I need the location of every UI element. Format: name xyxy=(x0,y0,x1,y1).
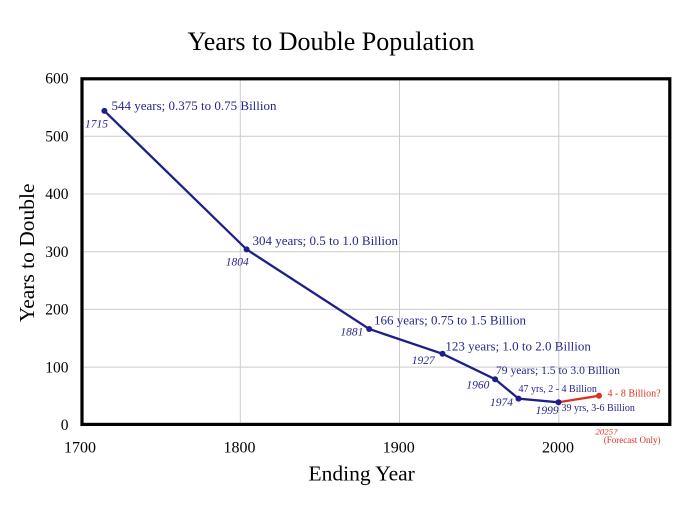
svg-text:1881: 1881 xyxy=(340,327,363,339)
svg-text:2000: 2000 xyxy=(542,440,574,457)
svg-text:0: 0 xyxy=(61,417,69,434)
svg-text:304 years; 0.5 to 1.0 Billion: 304 years; 0.5 to 1.0 Billion xyxy=(253,233,399,248)
svg-text:600: 600 xyxy=(45,71,69,88)
svg-text:Ending Year: Ending Year xyxy=(309,462,415,486)
svg-text:1960: 1960 xyxy=(466,380,489,392)
svg-text:500: 500 xyxy=(45,129,69,146)
svg-text:1974: 1974 xyxy=(490,397,513,409)
svg-text:1900: 1900 xyxy=(383,440,415,457)
svg-text:Years to Double Population: Years to Double Population xyxy=(188,27,475,56)
svg-text:123 years; 1.0 to 2.0 Billion: 123 years; 1.0 to 2.0 Billion xyxy=(445,338,591,353)
svg-text:100: 100 xyxy=(45,359,69,376)
svg-text:47 yrs, 2 - 4 Billion: 47 yrs, 2 - 4 Billion xyxy=(519,384,597,395)
svg-text:400: 400 xyxy=(45,186,69,203)
svg-text:1804: 1804 xyxy=(226,257,249,269)
svg-text:166 years; 0.75 to 1.5 Billion: 166 years; 0.75 to 1.5 Billion xyxy=(374,313,527,328)
svg-text:1700: 1700 xyxy=(64,440,96,457)
svg-text:4 - 8 Billion?: 4 - 8 Billion? xyxy=(608,388,662,399)
svg-text:1927: 1927 xyxy=(412,355,436,367)
svg-text:39 yrs, 3-6 Billion: 39 yrs, 3-6 Billion xyxy=(562,403,635,414)
svg-text:1999: 1999 xyxy=(536,405,559,417)
svg-text:544 years; 0.375 to 0.75 Billi: 544 years; 0.375 to 0.75 Billion xyxy=(112,98,278,113)
svg-text:2025?: 2025? xyxy=(596,427,619,437)
svg-text:1800: 1800 xyxy=(224,440,256,457)
svg-text:200: 200 xyxy=(45,302,69,319)
svg-text:79 years; 1.5 to 3.0 Billion: 79 years; 1.5 to 3.0 Billion xyxy=(496,364,620,377)
svg-text:Years to Double: Years to Double xyxy=(15,183,39,322)
svg-text:1715: 1715 xyxy=(85,119,108,131)
svg-text:(Forecast Only): (Forecast Only) xyxy=(604,435,661,445)
svg-text:300: 300 xyxy=(45,244,69,261)
